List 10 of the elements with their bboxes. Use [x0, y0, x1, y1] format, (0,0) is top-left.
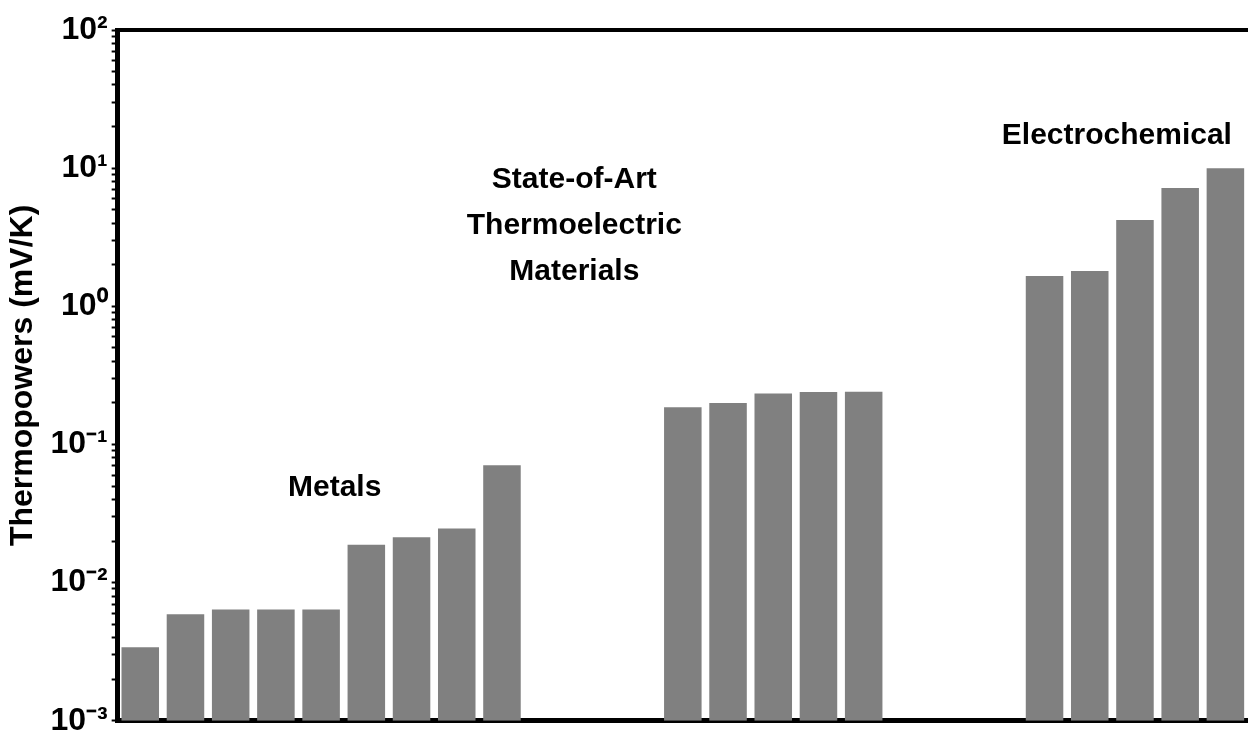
- y-tick-label: 10¹: [61, 147, 108, 184]
- annotation: Electrochemical: [1001, 117, 1232, 151]
- y-tick-label: 10⁰: [61, 286, 109, 323]
- annotation: State-of-Art Thermoelectric Materials: [466, 161, 682, 287]
- y-tick-label: 10⁻¹: [50, 424, 108, 461]
- y-axis-title: Thermopowers (mV/K): [3, 204, 40, 547]
- annotation: Metals: [287, 469, 382, 503]
- y-tick-label: 10⁻²: [50, 562, 108, 599]
- y-tick-label: 10²: [61, 9, 108, 46]
- y-tick-label: 10⁻³: [50, 700, 108, 737]
